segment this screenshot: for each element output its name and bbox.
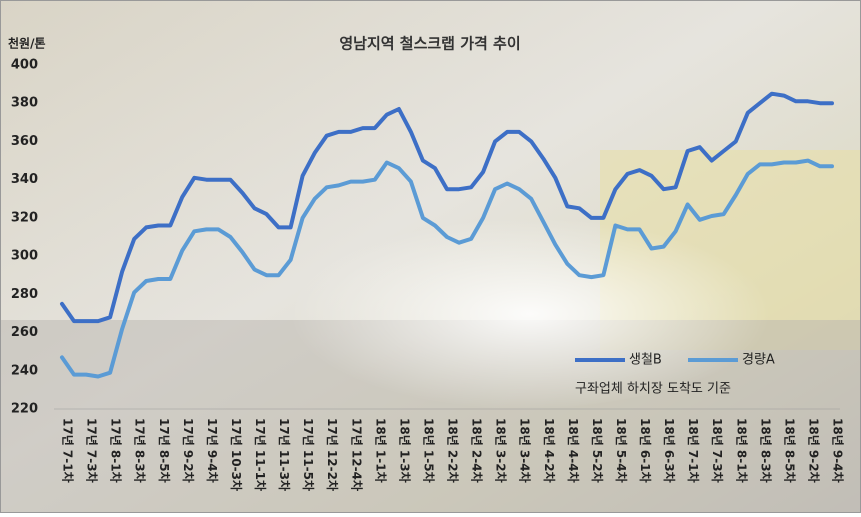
x-tick-label: 18년 4-4차 [566, 418, 581, 483]
background-shape [200, 170, 800, 410]
x-tick-label: 17년 8-5차 [157, 418, 172, 483]
y-axis-label: 천원/톤 [8, 36, 46, 51]
x-tick-label: 18년 6-3차 [662, 418, 677, 483]
x-tick-label: 18년 1-1차 [373, 418, 388, 483]
y-tick-label: 300 [11, 249, 38, 264]
y-tick-label: 380 [11, 96, 38, 111]
series-line [60, 91, 834, 324]
x-tick-label: 18년 1-5차 [421, 418, 436, 483]
x-tick-label: 17년 8-1차 [109, 418, 124, 483]
x-tick-label: 17년 12-4차 [349, 418, 364, 491]
x-tick-label: 18년 2-4차 [470, 418, 485, 483]
x-tick-label: 17년 10-3차 [229, 418, 244, 491]
x-tick-label: 17년 8-3차 [133, 418, 148, 483]
x-tick-label: 18년 8-5차 [782, 418, 797, 483]
x-tick-label: 17년 11-5차 [301, 418, 316, 491]
x-tick-label: 18년 5-4차 [614, 418, 629, 483]
y-tick-label: 320 [11, 210, 38, 225]
y-tick-label: 360 [11, 134, 38, 149]
x-tick-label: 18년 4-2차 [542, 418, 557, 483]
y-tick-label: 340 [11, 172, 38, 187]
x-tick-label: 17년 9-2차 [181, 418, 196, 483]
y-tick-label: 280 [11, 287, 38, 302]
x-tick-label: 18년 5-2차 [590, 418, 605, 483]
x-tick-label: 18년 8-3차 [758, 418, 773, 483]
chart-title: 영남지역 철스크랩 가격 추이 [339, 35, 520, 53]
x-tick-label: 17년 7-3차 [85, 418, 100, 483]
x-tick-label: 17년 9-4차 [205, 418, 220, 483]
x-tick-label: 17년 12-2차 [325, 418, 340, 491]
x-tick-label: 18년 1-3차 [397, 418, 412, 483]
x-tick-label: 18년 3-2차 [494, 418, 509, 483]
y-tick-label: 260 [11, 325, 38, 340]
y-tick-label: 400 [11, 58, 38, 73]
annotation: 구좌업체 하치장 도착도 기준 [575, 382, 731, 397]
x-tick-label: 17년 11-3차 [277, 418, 292, 491]
x-tick-label: 18년 6-1차 [638, 418, 653, 483]
legend-label: 생철B [629, 353, 662, 368]
x-tick-label: 18년 7-1차 [686, 418, 701, 483]
x-tick-label: 18년 3-4차 [518, 418, 533, 483]
y-tick-label: 220 [11, 402, 38, 417]
x-tick-label: 18년 8-1차 [734, 418, 749, 483]
y-tick-label: 240 [11, 363, 38, 378]
x-tick-label: 18년 7-3차 [710, 418, 725, 483]
legend-label: 경량A [742, 353, 775, 368]
x-tick-label: 18년 9-2차 [806, 418, 821, 483]
series-line [60, 158, 834, 379]
x-tick-label: 18년 2-2차 [446, 418, 461, 483]
x-tick-label: 17년 11-1차 [253, 418, 268, 491]
x-tick-label: 18년 9-4차 [831, 418, 846, 483]
x-tick-label: 17년 7-1차 [61, 418, 76, 483]
